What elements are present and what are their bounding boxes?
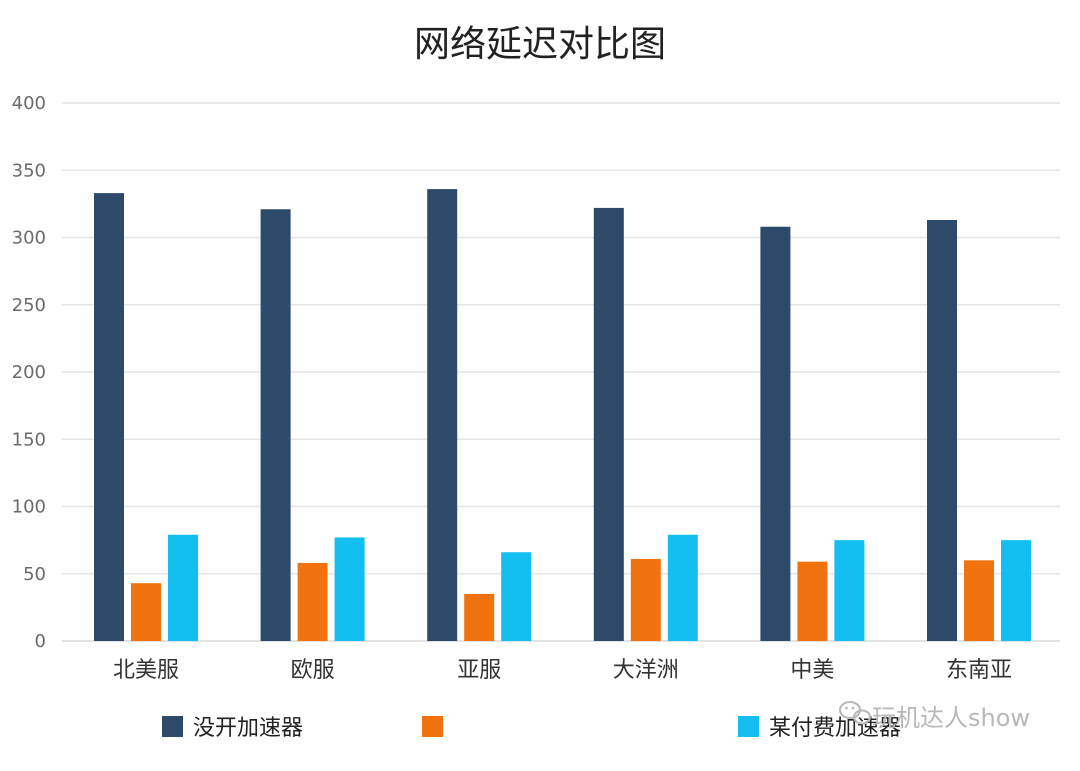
y-tick-label: 0 [35, 631, 46, 652]
x-category-label: 欧服 [291, 658, 335, 683]
legend-label-3: 某付费加速器 [769, 716, 901, 741]
bar-2-6 [964, 560, 994, 641]
bar-2-3 [464, 593, 495, 641]
y-tick-label: 300 [12, 228, 46, 249]
bar-2-2 [297, 562, 328, 641]
x-category-label: 东南亚 [946, 658, 1012, 683]
bar-1-1 [94, 193, 124, 642]
bar-3-2 [334, 537, 365, 641]
bar-2-1 [131, 583, 161, 641]
bar-1-5 [760, 226, 791, 642]
bar-2-5 [797, 561, 828, 641]
x-category-label: 大洋洲 [613, 658, 679, 683]
y-tick-label: 350 [12, 160, 46, 181]
y-axis-ticks: 0 50 100 150 200 250 300 350 400 [12, 93, 46, 652]
x-category-label: 中美 [790, 658, 834, 683]
bar-3-4 [667, 534, 698, 641]
wechat-icon [839, 701, 871, 725]
bar-3-1 [168, 534, 198, 641]
y-tick-label: 400 [12, 93, 46, 114]
bar-3-3 [501, 552, 532, 641]
x-category-label: 亚服 [457, 658, 501, 683]
legend-swatch-1 [162, 716, 183, 737]
chart-title: 网络延迟对比图 [414, 24, 666, 65]
legend-swatch-3 [738, 716, 759, 737]
x-category-label: 北美服 [113, 658, 179, 683]
bar-1-2 [260, 209, 291, 641]
bar-2-4 [630, 558, 661, 641]
bars [94, 189, 1031, 642]
bar-3-6 [1001, 540, 1031, 641]
bar-3-5 [834, 540, 865, 641]
x-axis-labels: 北美服 欧服 亚服 大洋洲 中美 东南亚 [113, 658, 1012, 683]
y-tick-label: 100 [12, 497, 46, 518]
y-tick-label: 200 [12, 362, 46, 383]
bar-1-6 [927, 220, 957, 641]
bar-1-4 [593, 207, 624, 641]
grid-lines [62, 102, 1060, 642]
legend-swatch-2 [422, 716, 443, 737]
y-tick-label: 150 [12, 429, 46, 450]
y-tick-label: 250 [12, 295, 46, 316]
y-tick-label: 50 [23, 564, 46, 585]
legend: 没开加速器 某付费加速器 [162, 716, 901, 741]
watermark-text: 玩机达人show [872, 704, 1030, 732]
legend-label-1: 没开加速器 [193, 716, 303, 741]
watermark: 玩机达人show [839, 701, 1030, 732]
bar-1-3 [427, 189, 458, 641]
